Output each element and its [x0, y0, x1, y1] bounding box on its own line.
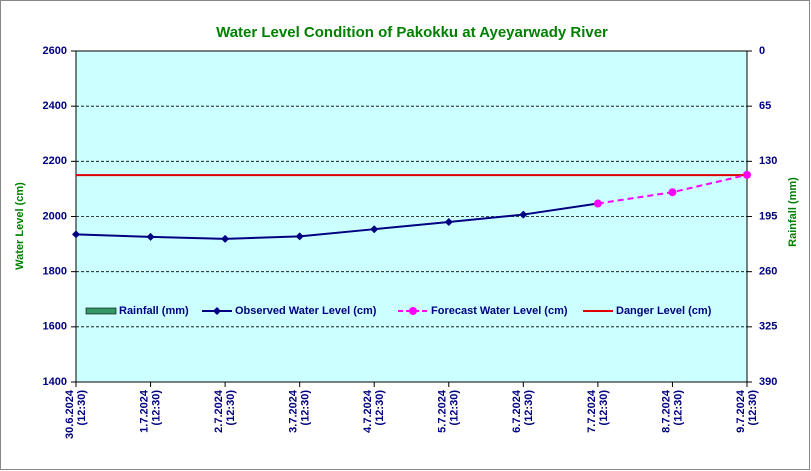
legend-label: Danger Level (cm): [616, 305, 712, 317]
y2-tick-label: 0: [759, 45, 765, 57]
x-tick-label: (12:30): [300, 390, 312, 426]
y-tick-label: 2400: [43, 100, 67, 112]
y2-tick-label: 195: [759, 210, 777, 222]
x-tick-label: 7.7.2024: [586, 389, 598, 433]
y-tick-label: 2600: [43, 45, 67, 57]
x-tick-label: 30.6.2024: [64, 389, 76, 439]
x-tick-label: 5.7.2024: [437, 389, 449, 433]
legend-label: Forecast Water Level (cm): [431, 305, 568, 317]
series-line: [75, 202, 599, 240]
x-tick-label: 9.7.2024: [735, 389, 747, 433]
y2-tick-label: 130: [759, 155, 777, 167]
y-tick-label: 1800: [43, 266, 67, 278]
x-tick-label: (12:30): [449, 390, 461, 426]
marker: [519, 210, 528, 219]
y-axis-title: Water Level (cm): [14, 182, 26, 270]
chart-title: Water Level Condition of Pakokku at Ayey…: [216, 24, 608, 41]
marker: [668, 188, 677, 197]
y-tick-label: 1400: [43, 376, 67, 388]
x-tick-label: (12:30): [672, 390, 684, 426]
marker: [72, 230, 80, 239]
marker: [295, 232, 304, 241]
y2-tick-label: 65: [759, 100, 771, 112]
y-tick-label: 2200: [43, 155, 67, 167]
legend-label: Observed Water Level (cm): [235, 305, 377, 317]
y2-axis-title: Rainfall (mm): [787, 177, 799, 247]
y2-tick-label: 260: [759, 266, 777, 278]
x-tick-label: 2.7.2024: [213, 389, 225, 433]
x-tick-label: 3.7.2024: [288, 389, 300, 433]
x-tick-label: 4.7.2024: [362, 389, 374, 433]
legend-label: Rainfall (mm): [119, 305, 189, 317]
marker: [221, 234, 230, 243]
x-tick-label: (12:30): [523, 390, 535, 426]
x-tick-label: (12:30): [747, 390, 759, 426]
marker: [370, 225, 379, 234]
marker: [444, 218, 453, 227]
x-tick-label: (12:30): [374, 390, 386, 426]
x-tick-label: 6.7.2024: [511, 389, 523, 433]
marker: [593, 199, 602, 208]
x-tick-label: (12:30): [76, 390, 88, 426]
x-tick-label: (12:30): [150, 390, 162, 426]
x-tick-label: 1.7.2024: [138, 389, 150, 433]
marker: [146, 232, 155, 241]
y2-tick-label: 325: [759, 321, 777, 333]
x-tick-label: (12:30): [598, 390, 610, 426]
legend-marker: [213, 307, 221, 315]
legend-marker: [409, 307, 417, 315]
x-tick-label: 8.7.2024: [660, 389, 672, 433]
y-tick-label: 1600: [43, 321, 67, 333]
x-tick-label: (12:30): [225, 390, 237, 426]
y2-tick-label: 390: [759, 376, 777, 388]
marker: [743, 170, 751, 179]
legend-swatch: [85, 307, 117, 315]
y-tick-label: 2000: [43, 210, 67, 222]
